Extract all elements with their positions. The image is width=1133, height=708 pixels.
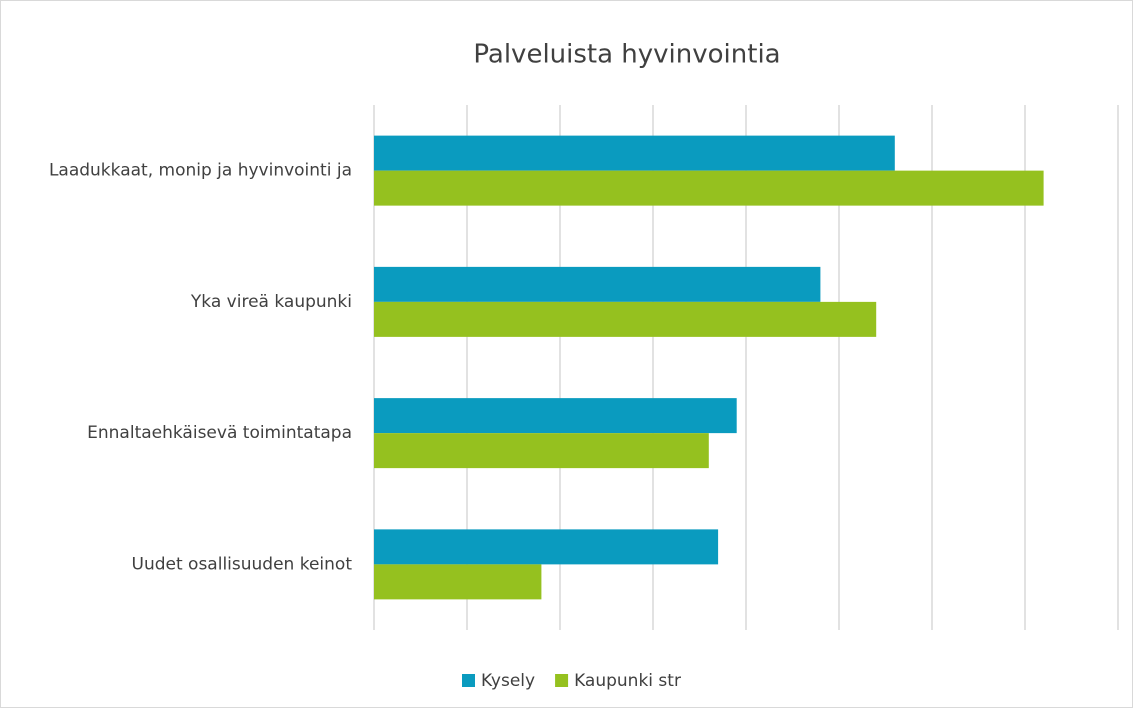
bar [374,135,895,171]
bar [374,398,737,434]
y-tick-label: Ennaltaehkäisevä toimintatapa [87,423,352,443]
y-tick-label: Yka vireä kaupunki [190,292,352,312]
legend-label: Kaupunki str [574,671,681,691]
bar [374,301,877,337]
y-tick-label: Laadukkaat, monip ja hyvinvointi ja [49,161,352,181]
bar [374,433,709,469]
legend-label: Kysely [481,671,535,691]
bar [374,529,719,565]
bar [374,170,1044,206]
legend-swatch [462,674,475,687]
bar [374,564,542,600]
bar [374,266,821,302]
chart-title: Palveluista hyvinvointia [473,40,780,70]
y-tick-label: Uudet osallisuuden keinot [132,554,353,574]
legend-swatch [555,674,569,687]
